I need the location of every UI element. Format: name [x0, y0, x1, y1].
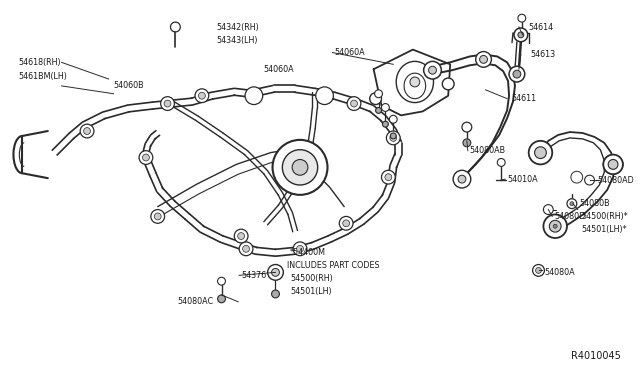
Circle shape — [245, 87, 263, 105]
Text: 54376: 54376 — [241, 271, 266, 280]
Circle shape — [151, 209, 164, 223]
Circle shape — [198, 92, 205, 99]
Circle shape — [268, 264, 284, 280]
Circle shape — [154, 213, 161, 220]
Text: 54613: 54613 — [531, 50, 556, 59]
Circle shape — [293, 242, 307, 256]
Circle shape — [218, 295, 225, 303]
Circle shape — [351, 100, 357, 107]
Circle shape — [383, 121, 388, 127]
Circle shape — [553, 224, 557, 228]
Circle shape — [463, 139, 471, 147]
Circle shape — [239, 242, 253, 256]
Circle shape — [347, 97, 361, 110]
Circle shape — [282, 150, 317, 185]
Text: 54060A: 54060A — [334, 48, 365, 57]
Circle shape — [381, 170, 396, 184]
Text: 5461BM(LH): 5461BM(LH) — [19, 71, 67, 81]
Text: 54500(RH): 54500(RH) — [290, 274, 333, 283]
Circle shape — [424, 61, 442, 79]
Circle shape — [509, 66, 525, 82]
Circle shape — [271, 290, 280, 298]
Circle shape — [143, 154, 149, 161]
Circle shape — [195, 89, 209, 103]
Circle shape — [479, 55, 488, 63]
Circle shape — [370, 93, 381, 105]
Circle shape — [84, 128, 90, 134]
Circle shape — [532, 264, 545, 276]
Text: 54080AD: 54080AD — [597, 176, 634, 185]
Text: 54080D: 54080D — [554, 212, 586, 221]
Circle shape — [218, 277, 225, 285]
Circle shape — [387, 131, 400, 145]
Circle shape — [339, 217, 353, 230]
Circle shape — [442, 78, 454, 90]
Circle shape — [273, 140, 328, 195]
Text: 54010A: 54010A — [507, 174, 538, 184]
Circle shape — [139, 151, 153, 164]
Circle shape — [374, 90, 383, 98]
Text: *54400M: *54400M — [290, 248, 326, 257]
Circle shape — [536, 267, 541, 273]
Circle shape — [410, 77, 420, 87]
Text: 54500(RH)*: 54500(RH)* — [582, 212, 628, 221]
Circle shape — [534, 147, 547, 158]
Circle shape — [570, 202, 574, 206]
Circle shape — [385, 174, 392, 180]
Circle shape — [453, 170, 471, 188]
Text: 54080B: 54080B — [580, 199, 611, 208]
Text: R4010045: R4010045 — [571, 351, 621, 361]
Circle shape — [80, 124, 94, 138]
Circle shape — [376, 108, 381, 113]
Circle shape — [529, 141, 552, 164]
Circle shape — [342, 220, 349, 227]
Circle shape — [549, 220, 561, 232]
Circle shape — [243, 246, 250, 252]
Circle shape — [296, 246, 303, 252]
Circle shape — [316, 87, 333, 105]
Circle shape — [234, 229, 248, 243]
Circle shape — [518, 32, 524, 38]
Circle shape — [161, 97, 175, 110]
Circle shape — [429, 66, 436, 74]
Text: 54080AB: 54080AB — [470, 146, 506, 155]
Circle shape — [567, 199, 577, 209]
Circle shape — [390, 134, 397, 141]
Circle shape — [514, 28, 528, 42]
Circle shape — [237, 232, 244, 240]
Circle shape — [462, 122, 472, 132]
Text: 54060A: 54060A — [264, 65, 294, 74]
Text: 54342(RH): 54342(RH) — [216, 23, 259, 32]
Text: 54080A: 54080A — [545, 268, 575, 277]
Circle shape — [608, 160, 618, 169]
Circle shape — [458, 175, 466, 183]
Text: INCLUDES PART CODES: INCLUDES PART CODES — [287, 261, 380, 270]
Text: 54611: 54611 — [511, 94, 536, 103]
Circle shape — [164, 100, 171, 107]
Text: 54080AC: 54080AC — [177, 297, 214, 306]
Text: 54614: 54614 — [529, 23, 554, 32]
Circle shape — [543, 215, 567, 238]
Circle shape — [476, 52, 492, 67]
Circle shape — [381, 103, 389, 111]
Circle shape — [389, 115, 397, 123]
Circle shape — [518, 14, 525, 22]
Circle shape — [292, 160, 308, 175]
Circle shape — [604, 155, 623, 174]
Circle shape — [390, 133, 396, 139]
Text: 54343(LH): 54343(LH) — [216, 36, 258, 45]
Text: 54618(RH): 54618(RH) — [19, 58, 61, 67]
Text: 54501(LH): 54501(LH) — [290, 286, 332, 295]
Text: 54060B: 54060B — [113, 81, 144, 90]
Circle shape — [497, 158, 505, 166]
Circle shape — [543, 205, 553, 215]
Circle shape — [513, 70, 521, 78]
Text: 54501(LH)*: 54501(LH)* — [582, 225, 627, 234]
Circle shape — [584, 175, 595, 185]
Circle shape — [271, 269, 280, 276]
